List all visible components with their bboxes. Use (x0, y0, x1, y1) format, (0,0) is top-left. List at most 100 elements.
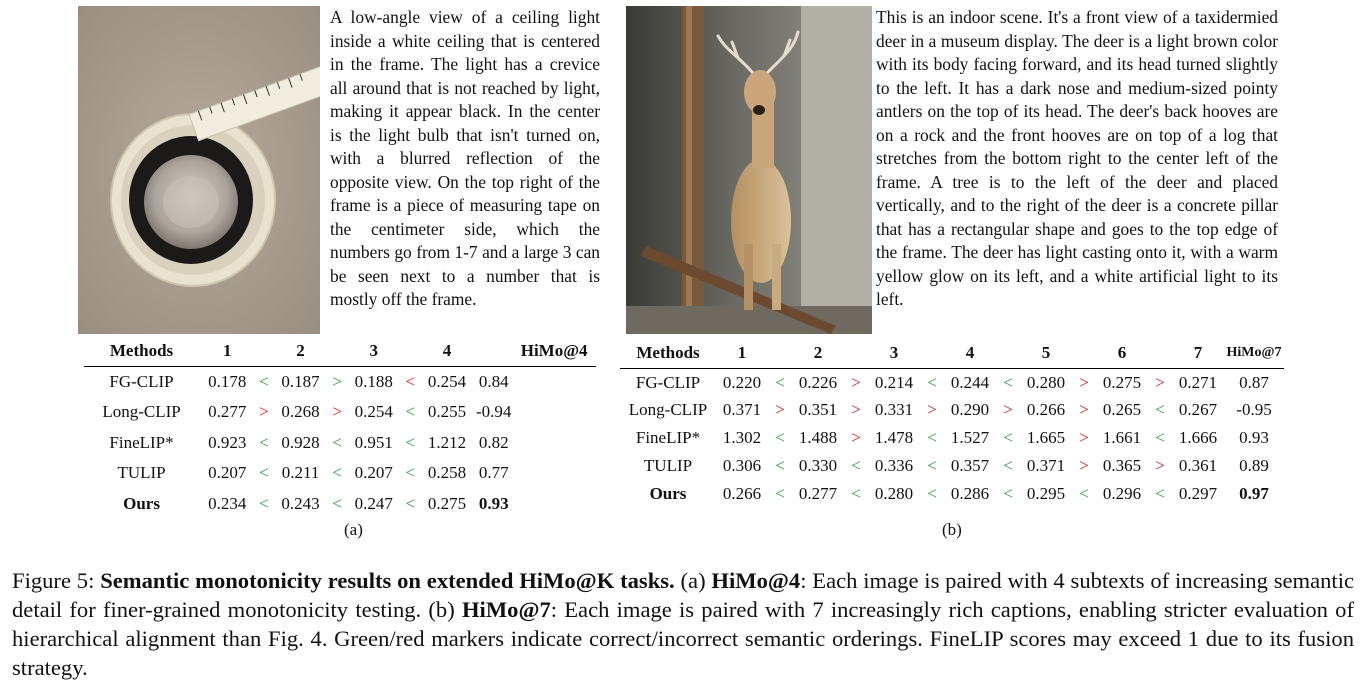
header-methods: Methods (109, 341, 174, 360)
score-cell: 0.255 (427, 402, 467, 422)
incorrect-order-marker: > (851, 400, 861, 420)
incorrect-order-marker: > (851, 372, 861, 392)
score-cell: 0.244 (950, 372, 990, 392)
header-col-3: 3 (889, 343, 899, 362)
score-cell: 0.371 (1026, 455, 1066, 475)
method-name: TULIP (643, 455, 693, 475)
header-himo: HiMo@7 (1226, 345, 1282, 360)
score-cell: 0.295 (1026, 483, 1066, 503)
method-name: Long-CLIP (102, 402, 181, 422)
method-name: Long-CLIP (628, 400, 708, 420)
caption-title: Semantic monotonicity results on extende… (100, 568, 675, 593)
incorrect-order-marker: > (1079, 455, 1089, 475)
score-cell: 1.478 (874, 427, 914, 447)
correct-order-marker: < (927, 427, 937, 447)
header-col-4: 4 (965, 343, 975, 362)
correct-order-marker: < (259, 372, 269, 391)
himo-score: 0.77 (478, 463, 509, 483)
correct-order-marker: < (405, 432, 416, 452)
deer-photo (626, 6, 872, 334)
header-col-1: 1 (737, 343, 747, 362)
score-cell: 0.951 (354, 432, 393, 452)
incorrect-order-marker: > (1079, 427, 1089, 447)
score-cell: 0.234 (208, 493, 247, 513)
correct-order-marker: < (1003, 483, 1013, 503)
table-row: FG-CLIP 0.178 <0.187 >0.188 <0.254 0.84 (84, 367, 596, 398)
correct-order-marker: < (775, 455, 785, 475)
table-header-row: Methods 1 2 3 4 HiMo@4 (84, 336, 596, 367)
incorrect-order-marker: > (1003, 400, 1013, 420)
correct-order-marker: > (332, 372, 342, 391)
table-row: Long-CLIP 0.371 >0.351 >0.331 >0.290 >0.266 >0… (620, 396, 1284, 424)
table-row: FineLIP* 1.302 <1.488 >1.478 <1.527 <1.665 >1.… (620, 424, 1284, 452)
header-col-4: 4 (442, 341, 452, 360)
score-cell: 0.188 (354, 372, 393, 391)
correct-order-marker: < (1003, 372, 1013, 392)
ceiling-light-photo (78, 6, 320, 334)
himo-score: -0.95 (1236, 400, 1272, 420)
score-cell: 0.254 (354, 402, 393, 422)
himo-score: 0.93 (1239, 427, 1269, 447)
method-name: FG-CLIP (109, 372, 174, 391)
score-cell: 1.212 (427, 432, 467, 452)
incorrect-order-marker: > (1155, 455, 1165, 475)
score-cell: 1.661 (1102, 427, 1142, 447)
header-col-5: 5 (1041, 343, 1051, 362)
correct-order-marker: < (775, 427, 785, 447)
correct-order-marker: < (927, 372, 937, 392)
correct-order-marker: < (851, 455, 861, 475)
correct-order-marker: < (1003, 427, 1013, 447)
panel-a-description: A low-angle view of a ceiling light insi… (330, 7, 600, 309)
score-cell: 0.266 (722, 483, 762, 503)
incorrect-order-marker: > (1155, 372, 1165, 392)
score-cell: 0.296 (1102, 483, 1142, 503)
table-row: TULIP 0.306 <0.330 <0.336 <0.357 <0.371 >0.365… (620, 452, 1284, 480)
correct-order-marker: < (405, 493, 416, 513)
table-row: Ours 0.234 <0.243 <0.247 <0.275 0.93 (84, 489, 596, 520)
correct-order-marker: < (1155, 427, 1165, 447)
score-cell: 0.275 (427, 493, 467, 513)
score-cell: 0.258 (427, 463, 467, 483)
table-row: FineLIP* 0.923 <0.928 <0.951 <1.212 0.82 (84, 428, 596, 459)
score-cell: 1.665 (1026, 427, 1066, 447)
score-cell: 0.371 (722, 400, 762, 420)
himo-score: 0.89 (1239, 455, 1269, 475)
caption-prefix: Figure 5: (12, 568, 101, 593)
table-row: Long-CLIP 0.277 >0.268 >0.254 <0.255 -0.94 (84, 397, 596, 428)
score-cell: 0.211 (281, 463, 320, 483)
header-col-2: 2 (813, 343, 823, 362)
score-cell: 0.361 (1178, 455, 1218, 475)
score-cell: 0.265 (1102, 400, 1142, 420)
score-cell: 0.330 (798, 455, 838, 475)
table-row: Ours 0.266 <0.277 <0.280 <0.286 <0.295 <0.296 <… (620, 480, 1284, 508)
results-table-b: Methods 1 2 3 4 5 6 7 HiMo@7 FG-CLIP 0.22… (620, 338, 1284, 507)
score-cell: 0.336 (874, 455, 914, 475)
incorrect-order-marker: > (775, 400, 785, 420)
results-table-a: Methods 1 2 3 4 HiMo@4 FG-CLIP 0.178 <0.18… (84, 336, 596, 519)
correct-order-marker: < (1155, 400, 1165, 420)
caption-part-a-label: (a) (674, 568, 712, 593)
header-col-6: 6 (1117, 343, 1127, 362)
correct-order-marker: < (405, 463, 416, 483)
correct-order-marker: < (332, 463, 342, 483)
method-name: Ours (649, 483, 687, 503)
method-name: FineLIP* (635, 427, 701, 447)
caption-part-b-text: : Each image is paired with 7 increasing… (12, 597, 1354, 680)
score-cell: 0.254 (427, 372, 467, 391)
himo-score: -0.94 (476, 402, 512, 422)
correct-order-marker: < (332, 493, 342, 513)
score-cell: 0.267 (1178, 400, 1218, 420)
header-col-3: 3 (369, 341, 378, 360)
himo-score: 0.84 (478, 372, 509, 391)
incorrect-order-marker: > (927, 400, 937, 420)
correct-order-marker: < (1079, 483, 1089, 503)
correct-order-marker: < (851, 483, 861, 503)
score-cell: 0.207 (208, 463, 247, 483)
score-cell: 0.331 (874, 400, 914, 420)
sublabel-b: (b) (942, 520, 962, 539)
score-cell: 0.277 (798, 483, 838, 503)
score-cell: 0.351 (798, 400, 838, 420)
table-header-row: Methods 1 2 3 4 5 6 7 HiMo@7 (620, 338, 1284, 369)
incorrect-order-marker: > (259, 402, 269, 422)
correct-order-marker: < (405, 402, 416, 422)
